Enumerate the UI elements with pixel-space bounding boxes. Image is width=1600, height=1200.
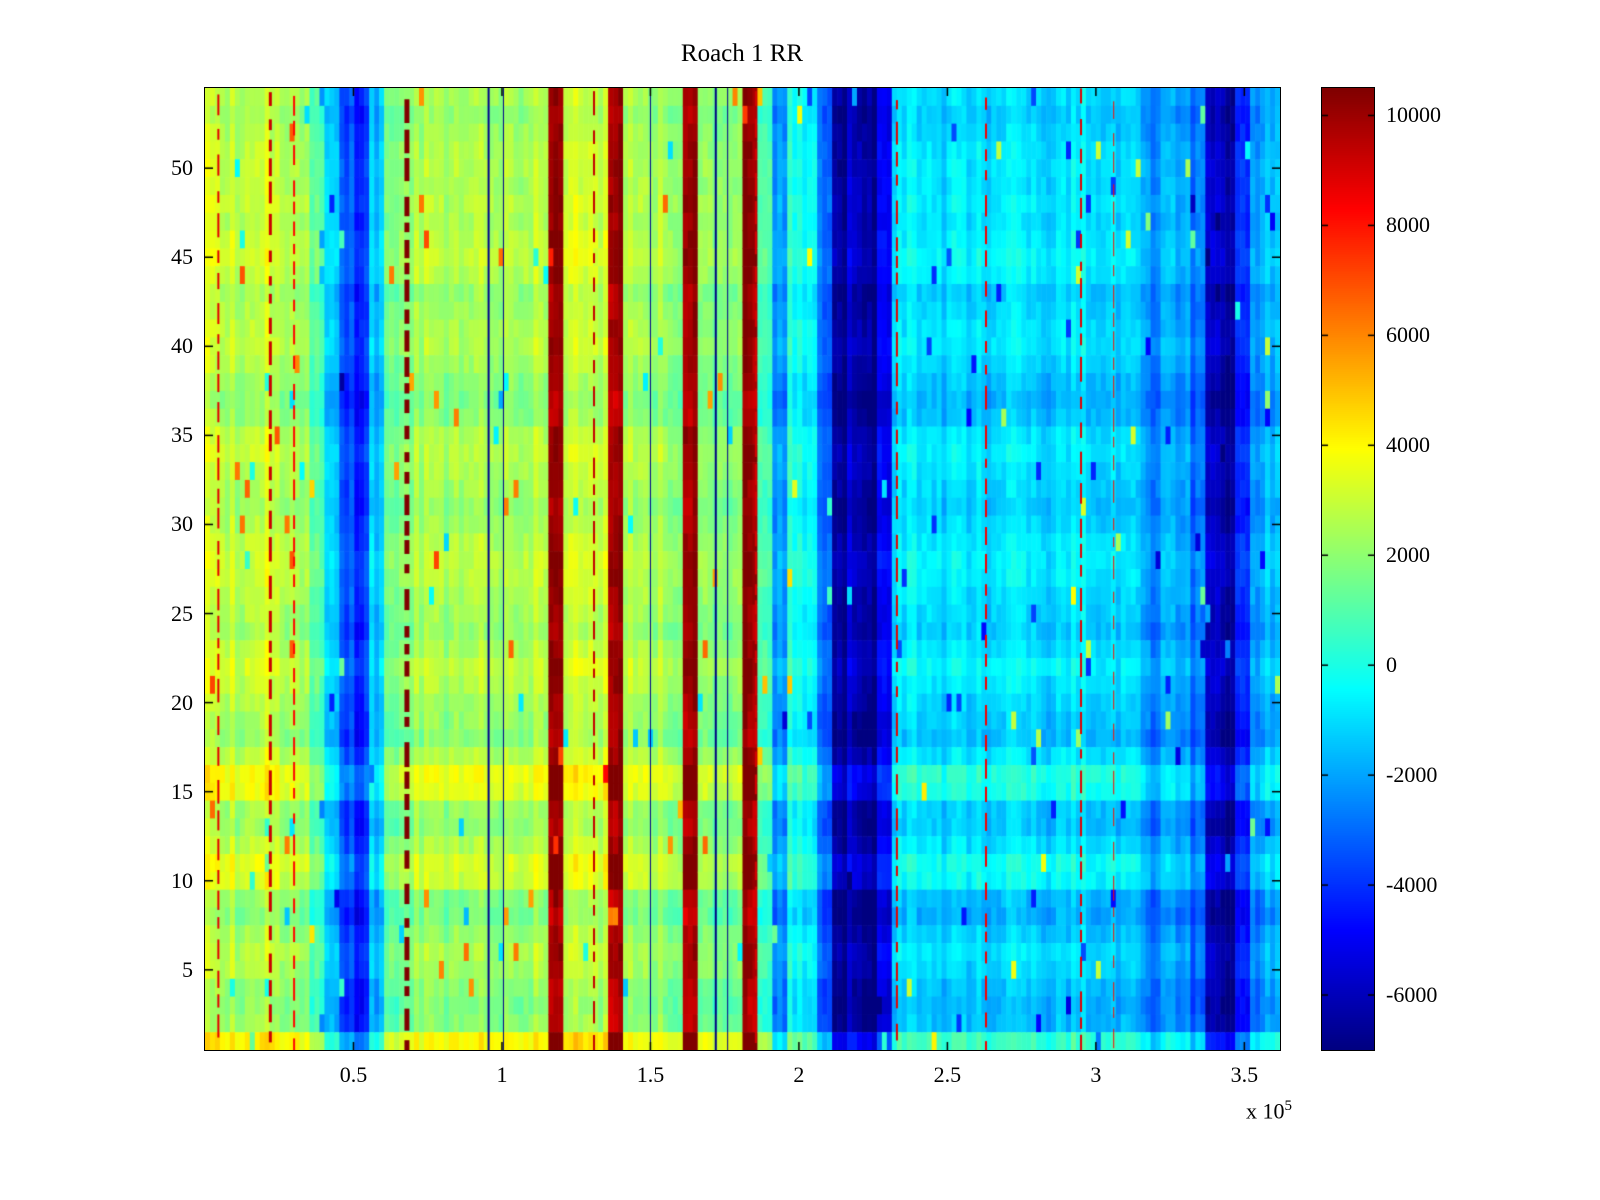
x-exponent-sup: 5 [1284, 1098, 1293, 1114]
colorbar-tick-label: -4000 [1386, 872, 1438, 898]
y-tick-label: 15 [171, 778, 193, 804]
colorbar-tick-label: 2000 [1386, 542, 1430, 568]
y-tick-label: 5 [182, 956, 193, 982]
chart-title: Roach 1 RR [680, 40, 804, 67]
colorbar-tick-label: 6000 [1386, 322, 1430, 348]
x-tick-label: 3 [1090, 1062, 1102, 1087]
x-tick-label: 2 [793, 1062, 805, 1087]
colorbar-tick-label: 4000 [1386, 432, 1430, 458]
plot-area [204, 87, 1281, 1051]
y-tick-label: 10 [171, 867, 193, 893]
y-tick-label: 40 [171, 333, 193, 359]
heatmap-canvas [205, 88, 1280, 1050]
x-tick-label: 3.5 [1230, 1062, 1259, 1087]
x-tick-label: 1.5 [636, 1062, 665, 1087]
y-tick-label: 45 [171, 244, 193, 270]
x-tick-label: 0.5 [339, 1062, 368, 1087]
y-tick-label: 35 [171, 422, 193, 448]
x-exponent-prefix: x 10 [1246, 1098, 1285, 1124]
x-tick-label: 2.5 [933, 1062, 962, 1087]
x-tick-label: 1 [496, 1062, 508, 1087]
colorbar-tick-label: 8000 [1386, 212, 1430, 238]
x-axis-exponent-label: x 105 [1246, 1098, 1292, 1124]
colorbar-tick-label: -2000 [1386, 762, 1438, 788]
y-tick-label: 25 [171, 600, 193, 626]
colorbar-canvas [1322, 88, 1374, 1050]
colorbar-tick-label: 10000 [1386, 102, 1441, 128]
colorbar-tick-label: 0 [1386, 652, 1397, 678]
y-tick-label: 20 [171, 689, 193, 715]
colorbar-tick-label: -6000 [1386, 982, 1438, 1008]
y-tick-label: 50 [171, 155, 193, 181]
colorbar [1321, 87, 1375, 1051]
y-tick-label: 30 [171, 511, 193, 537]
